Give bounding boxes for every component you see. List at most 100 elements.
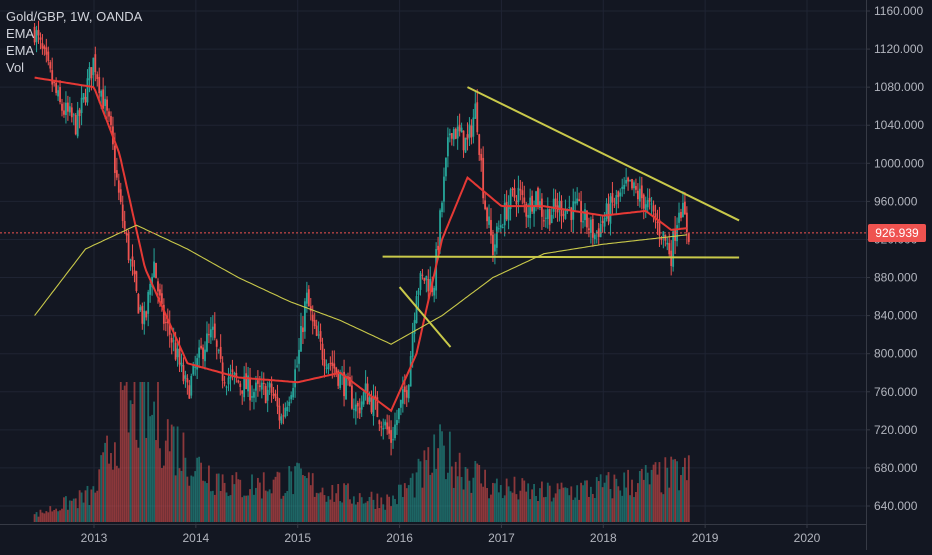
candle-body (272, 393, 275, 396)
candle-body (544, 217, 547, 219)
candle-body (507, 205, 510, 221)
volume-bar (542, 497, 545, 522)
candle-body (525, 203, 528, 217)
candle-body (492, 234, 494, 256)
volume-bar (382, 504, 385, 522)
volume-bar (347, 483, 349, 522)
volume-bar (313, 496, 316, 522)
candle-body (337, 370, 340, 386)
volume-bar (266, 491, 269, 522)
y-tick-label: 1080.000 (874, 80, 924, 94)
candle-body (644, 204, 647, 211)
volume-bar (170, 424, 173, 522)
candle-body (256, 380, 259, 384)
candle-body (541, 198, 543, 217)
candle-body (343, 371, 345, 397)
candle-body (178, 348, 181, 365)
candle-body (662, 231, 665, 237)
candle-body (509, 189, 512, 210)
candle-body (241, 390, 244, 394)
candle-body (323, 359, 326, 367)
volume-bar (478, 464, 481, 522)
candle-body (137, 294, 140, 314)
candle-body (636, 190, 639, 200)
candle-body (139, 307, 142, 311)
volume-bar (49, 506, 52, 522)
volume-bar (511, 492, 514, 522)
candle-body (96, 74, 99, 80)
candle-body (162, 304, 165, 324)
volume-bar (161, 468, 163, 522)
volume-bar (239, 479, 242, 522)
volume-bar (223, 482, 226, 522)
candle-body (439, 210, 441, 249)
volume-bar (427, 447, 430, 522)
candle-body (413, 320, 416, 334)
volume-bar (572, 499, 575, 522)
candle-body (399, 399, 402, 408)
candle-body (260, 382, 263, 390)
volume-bar (605, 475, 608, 522)
candle-body (443, 176, 445, 202)
volume-bar (640, 468, 643, 522)
candle-body (249, 378, 251, 401)
candle-body (648, 197, 651, 202)
candle-body (153, 261, 155, 278)
volume-bar (243, 495, 246, 522)
candle-body (441, 202, 443, 213)
candle-body (552, 198, 555, 212)
volume-bar (493, 483, 496, 522)
volume-bar (303, 475, 306, 522)
volume-bar (349, 499, 351, 522)
volume-bar (104, 442, 106, 522)
candle-body (147, 291, 150, 314)
volume-bar (294, 466, 297, 522)
volume-bar (591, 493, 594, 522)
candle-body (401, 389, 404, 404)
volume-bar (198, 456, 201, 522)
candle-body (490, 220, 492, 236)
candle-body (674, 229, 677, 241)
candle-body (282, 415, 285, 417)
candle-body (593, 234, 596, 240)
volume-bar (92, 486, 95, 522)
volume-bar (513, 476, 516, 522)
volume-bar (352, 496, 355, 522)
volume-bar (445, 479, 447, 522)
volume-bar (63, 497, 65, 522)
volume-bar (582, 485, 584, 522)
volume-bar (262, 472, 265, 522)
candle-body (548, 209, 551, 225)
candle-body (217, 349, 220, 351)
candle-body (215, 340, 218, 347)
candle-body (168, 323, 171, 335)
volume-bar (607, 472, 610, 522)
volume-bar (411, 473, 414, 522)
volume-bar (409, 477, 412, 522)
candle-body (515, 200, 518, 205)
volume-bar (619, 490, 622, 522)
candle-body (278, 405, 281, 421)
y-tick-label: 1120.000 (874, 42, 923, 56)
volume-bar (531, 489, 534, 522)
volume-bar (662, 494, 665, 522)
candle-body (49, 62, 52, 69)
trend-line-1 (467, 86, 740, 222)
volume-bar (168, 451, 171, 522)
volume-bar (648, 484, 651, 522)
candle-body (108, 111, 110, 117)
candle-body (464, 137, 467, 153)
volume-bar (186, 476, 189, 522)
volume-bar (509, 491, 512, 522)
candle-body (292, 387, 295, 398)
candle-body (407, 385, 410, 399)
volume-bar (521, 478, 524, 522)
candle-body (174, 342, 177, 360)
volume-bar (204, 481, 206, 522)
candle-body (349, 377, 351, 387)
candle-body (110, 116, 112, 126)
volume-bar (566, 488, 569, 522)
candle-body (119, 189, 122, 202)
